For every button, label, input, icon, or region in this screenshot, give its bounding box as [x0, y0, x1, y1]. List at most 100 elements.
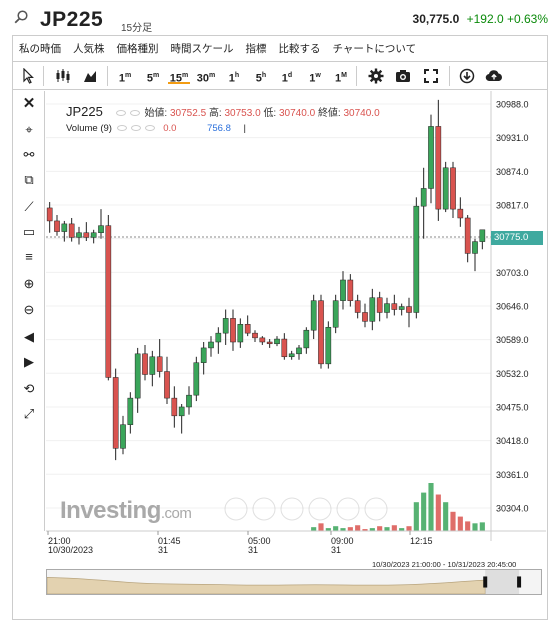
volume-settings-icon[interactable]	[130, 125, 141, 132]
candle[interactable]	[406, 297, 412, 328]
navigator-right-handle[interactable]	[517, 576, 522, 588]
download-icon[interactable]	[459, 68, 475, 84]
candle[interactable]	[332, 294, 339, 334]
candle[interactable]	[288, 350, 295, 360]
rectangle-icon[interactable]: ▭	[22, 224, 36, 239]
candle[interactable]	[310, 294, 317, 340]
scroll-right-icon[interactable]: ▶	[24, 354, 34, 369]
candle[interactable]	[230, 309, 236, 351]
candle[interactable]	[325, 321, 332, 369]
overlay-scroll-right-icon[interactable]	[364, 497, 388, 521]
menu-price-type[interactable]: 価格種別	[116, 43, 159, 55]
candle[interactable]	[68, 217, 75, 242]
candle[interactable]	[420, 167, 427, 239]
crosshair-icon[interactable]: ⌖	[25, 122, 33, 137]
interval-1w[interactable]: 1w	[309, 72, 321, 85]
candle[interactable]	[105, 215, 112, 381]
candle[interactable]	[362, 303, 368, 328]
area-type-icon[interactable]	[83, 68, 97, 84]
candle[interactable]	[442, 161, 449, 213]
candle[interactable]	[347, 274, 354, 307]
magnet-icon[interactable]: ⚯	[23, 147, 35, 162]
candle[interactable]	[142, 344, 148, 381]
candle[interactable]	[428, 114, 434, 204]
horizontal-lines-icon[interactable]: ≡	[25, 249, 33, 264]
search-icon[interactable]	[14, 10, 28, 24]
candle[interactable]	[244, 315, 251, 337]
overlay-scroll-left-icon[interactable]	[224, 497, 248, 521]
candle[interactable]	[252, 330, 258, 343]
interval-30m[interactable]: 30m	[196, 72, 216, 85]
menu-indicators[interactable]: 指標	[245, 43, 267, 55]
candle[interactable]	[178, 404, 185, 434]
candle[interactable]	[413, 197, 420, 319]
navigator-left-handle[interactable]	[483, 576, 488, 588]
range-navigator[interactable]	[46, 569, 542, 595]
candle[interactable]	[112, 368, 119, 461]
volume-close-icon[interactable]	[144, 125, 155, 132]
candle[interactable]	[274, 336, 280, 347]
candle[interactable]	[200, 342, 207, 375]
candle[interactable]	[127, 392, 134, 434]
interval-1h[interactable]: 1h	[228, 72, 240, 85]
candle[interactable]	[472, 238, 478, 272]
overlay-fit-icon[interactable]	[336, 497, 360, 521]
candle[interactable]	[171, 386, 178, 428]
gear-icon[interactable]	[368, 68, 384, 84]
interval-1m[interactable]: 1m	[118, 72, 132, 85]
candle[interactable]	[164, 356, 170, 405]
reset-zoom-icon[interactable]: ⟲	[23, 381, 35, 396]
candle[interactable]	[369, 288, 376, 331]
fullscreen-icon[interactable]	[423, 68, 439, 84]
zoom-out-icon[interactable]: ⊖	[23, 302, 35, 317]
candle[interactable]	[134, 347, 141, 413]
candle[interactable]	[54, 215, 60, 236]
candle[interactable]	[46, 202, 53, 233]
menu-my-prices[interactable]: 私の時価	[19, 43, 61, 55]
interval-5h[interactable]: 5h	[255, 72, 267, 85]
candle[interactable]	[340, 271, 346, 310]
candle[interactable]	[384, 297, 390, 319]
candle[interactable]	[208, 336, 214, 357]
candle[interactable]	[435, 99, 442, 221]
candle[interactable]	[193, 356, 200, 402]
candle[interactable]	[266, 339, 273, 348]
overlay-reset-icon[interactable]	[308, 497, 332, 521]
candle[interactable]	[479, 229, 486, 250]
candle[interactable]	[61, 220, 68, 242]
settings-toggle-icon[interactable]	[129, 110, 140, 117]
candle[interactable]	[450, 161, 456, 218]
cloud-upload-icon[interactable]	[485, 68, 503, 84]
candlestick-type-icon[interactable]	[55, 68, 71, 84]
interval-5m[interactable]: 5m	[146, 72, 160, 85]
candle[interactable]	[186, 386, 192, 415]
overlay-zoom-in-icon[interactable]	[280, 497, 304, 521]
candle[interactable]	[464, 215, 471, 263]
copy-icon[interactable]: ⧉	[24, 172, 34, 187]
candle[interactable]	[457, 197, 464, 227]
menu-about-chart[interactable]: チャートについて	[332, 43, 417, 55]
candle[interactable]	[398, 303, 405, 316]
cursor-icon[interactable]	[21, 68, 35, 84]
candle[interactable]	[90, 229, 97, 244]
candle[interactable]	[303, 327, 310, 354]
candle[interactable]	[120, 415, 126, 455]
overlay-zoom-out-icon[interactable]	[252, 497, 276, 521]
zoom-in-icon[interactable]: ⊕	[23, 276, 35, 291]
fit-chart-icon[interactable]: ⤢	[23, 406, 35, 421]
trendline-icon[interactable]: ⟋	[24, 199, 34, 214]
close-icon[interactable]: ✕	[22, 95, 36, 112]
candle[interactable]	[318, 294, 324, 369]
interval-1M[interactable]: 1M	[335, 72, 347, 85]
candle[interactable]	[149, 350, 156, 387]
menu-time-scale[interactable]: 時間スケール	[170, 43, 234, 55]
interval-15m[interactable]: 15m	[168, 68, 190, 85]
candle[interactable]	[215, 327, 222, 354]
candle[interactable]	[156, 339, 163, 378]
visibility-toggle-icon[interactable]	[115, 110, 126, 117]
candle[interactable]	[76, 226, 82, 245]
volume-visibility-icon[interactable]	[116, 125, 127, 132]
candle[interactable]	[354, 294, 361, 319]
interval-1d[interactable]: 1d	[281, 72, 293, 85]
candle[interactable]	[222, 309, 229, 345]
